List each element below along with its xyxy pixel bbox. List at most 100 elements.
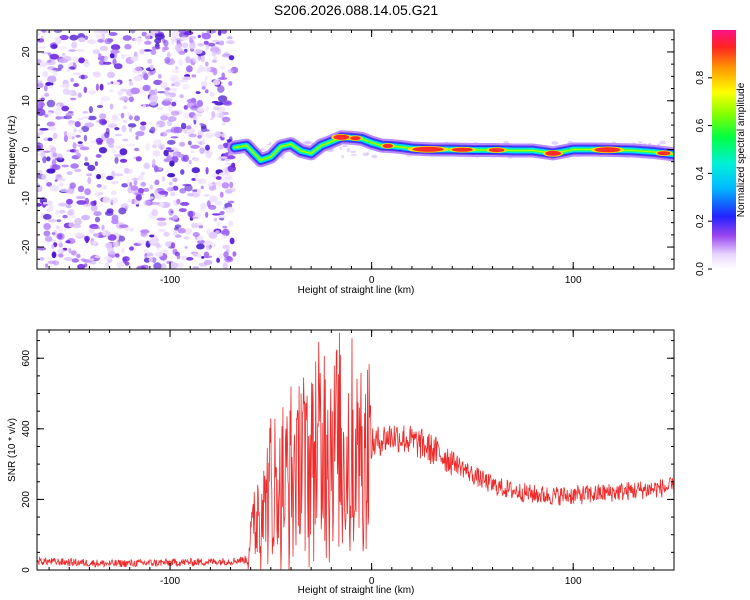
noise-speckle: [52, 151, 58, 158]
noise-speckle: [160, 131, 168, 137]
noise-speckle: [203, 194, 210, 197]
noise-speckle: [88, 258, 95, 261]
noise-speckle: [113, 81, 120, 86]
noise-speckle: [218, 253, 224, 260]
noise-speckle: [170, 242, 176, 249]
noise-speckle: [61, 105, 70, 112]
noise-speckle: [130, 56, 139, 62]
noise-speckle: [219, 191, 224, 198]
noise-speckle: [219, 210, 225, 216]
noise-speckle: [188, 133, 197, 138]
noise-speckle: [107, 123, 118, 128]
noise-speckle: [155, 33, 165, 40]
noise-speckle: [68, 66, 76, 70]
noise-speckle: [163, 158, 172, 163]
noise-speckle: [192, 56, 201, 63]
noise-speckle: [114, 127, 120, 131]
noise-speckle: [39, 128, 49, 131]
noise-speckle: [164, 57, 171, 64]
noise-speckle: [81, 214, 91, 221]
noise-speckle: [221, 230, 228, 235]
noise-speckle: [110, 44, 121, 51]
noise-speckle: [140, 181, 147, 187]
noise-speckle: [135, 66, 143, 72]
noise-speckle: [90, 204, 98, 212]
noise-speckle: [53, 107, 63, 116]
noise-speckle: [45, 81, 54, 87]
spectrogram-ylabel: Frequency (Hz): [7, 116, 18, 185]
noise-speckle: [116, 261, 125, 269]
noise-speckle: [174, 44, 182, 52]
noise-speckle: [227, 155, 236, 160]
noise-speckle: [217, 95, 228, 103]
noise-speckle: [214, 200, 223, 206]
noise-speckle: [135, 131, 145, 137]
noise-speckle: [212, 79, 221, 86]
noise-speckle: [174, 224, 182, 229]
noise-speckle: [58, 253, 64, 258]
noise-speckle: [209, 92, 215, 97]
ridge-halo-speckle: [638, 141, 643, 144]
noise-speckle: [210, 243, 217, 248]
noise-speckle: [65, 204, 72, 209]
noise-speckle: [65, 112, 74, 117]
noise-speckle: [49, 85, 53, 89]
noise-speckle: [172, 152, 178, 157]
noise-speckle: [222, 142, 229, 148]
noise-speckle: [171, 83, 175, 87]
noise-speckle: [96, 184, 102, 188]
ridge-halo-speckle: [269, 141, 272, 145]
noise-speckle: [63, 135, 68, 143]
noise-speckle: [171, 69, 181, 74]
noise-speckle: [86, 39, 97, 45]
noise-speckle: [175, 234, 182, 238]
noise-speckle: [78, 57, 85, 64]
noise-speckle: [73, 83, 80, 87]
noise-speckle: [141, 171, 145, 176]
noise-speckle: [170, 39, 175, 45]
spectrogram-x-tick-label: 100: [565, 275, 582, 286]
noise-speckle: [146, 251, 154, 259]
noise-speckle: [151, 257, 157, 263]
noise-speckle: [154, 179, 160, 186]
noise-speckle: [204, 132, 215, 139]
noise-speckle: [106, 175, 114, 181]
noise-speckle: [134, 115, 140, 122]
snr-y-tick-label: 200: [21, 491, 32, 508]
noise-speckle: [72, 223, 82, 229]
noise-speckle: [148, 257, 153, 263]
noise-speckle: [177, 227, 186, 234]
noise-speckle: [221, 233, 227, 239]
colorbar-ticks: 0.0 0.2 0.4 0.6 0.8: [695, 70, 712, 276]
noise-speckle: [68, 222, 75, 228]
noise-speckle: [140, 121, 147, 126]
noise-speckle: [218, 112, 224, 119]
noise-speckle: [76, 49, 85, 52]
noise-speckle: [96, 104, 104, 109]
noise-speckle: [176, 198, 181, 205]
noise-speckle: [229, 237, 235, 245]
noise-speckle: [186, 125, 192, 130]
noise-speckle: [74, 232, 84, 237]
noise-speckle: [148, 237, 158, 245]
noise-speckle: [206, 30, 217, 34]
noise-speckle: [183, 105, 188, 110]
noise-speckle: [205, 167, 209, 175]
ridge-halo-speckle: [659, 140, 667, 145]
ridge-halo-speckle: [259, 148, 266, 151]
noise-speckle: [66, 171, 73, 176]
noise-speckle: [111, 170, 116, 178]
noise-speckle: [197, 99, 203, 108]
noise-speckle: [220, 65, 226, 70]
ridge-hotspot-red: [545, 150, 561, 156]
noise-speckle: [42, 155, 47, 164]
noise-speckle: [143, 162, 151, 170]
noise-speckle: [70, 97, 77, 101]
noise-speckle: [75, 195, 86, 200]
noise-speckle: [37, 133, 40, 137]
noise-speckle: [87, 176, 92, 185]
noise-speckle: [103, 256, 113, 261]
noise-speckle: [142, 84, 151, 92]
noise-speckle: [149, 234, 155, 238]
spectrogram-y-tick-label: -10: [21, 191, 32, 206]
